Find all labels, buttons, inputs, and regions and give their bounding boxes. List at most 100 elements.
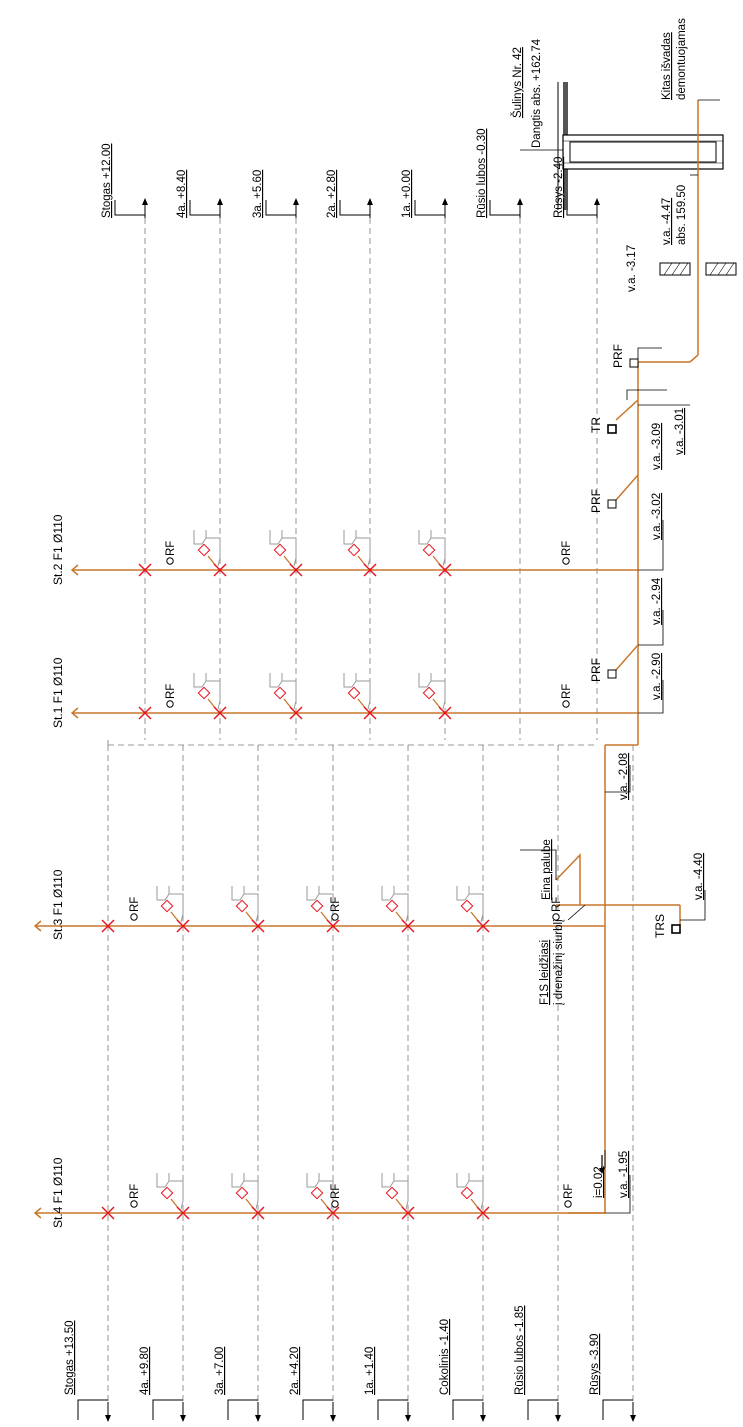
fixture-trap [422, 686, 436, 700]
level-marker [152, 1399, 183, 1420]
invert-tr-1: v.a. -3.09 [651, 423, 663, 470]
fixture-outlet [231, 886, 245, 901]
bottom-level-label: Cokolinis -1.40 [439, 1319, 451, 1395]
rf-circle [166, 700, 174, 708]
rf-label: RF [330, 1184, 342, 1199]
bottom-level-label: Stogas +13.50 [64, 1321, 76, 1396]
fixture-trap [460, 1186, 474, 1200]
rf-circle [552, 913, 560, 921]
fixture-trap [197, 543, 211, 557]
bottom-level-label: 3a. +7.00 [214, 1347, 226, 1395]
fixture-trap [460, 899, 474, 913]
fixture-outlet [456, 1173, 470, 1188]
prf-fixture-1: PRF [611, 344, 639, 368]
rf-label: RF [551, 897, 563, 912]
vent-arrow [33, 1207, 42, 1219]
level-marker [602, 1399, 633, 1420]
rf-label: RF [330, 897, 342, 912]
rf-circle [564, 1200, 572, 1208]
top-level-label: Stogas +12.00 [101, 144, 113, 219]
top-level-label: 3a. +5.60 [252, 170, 264, 218]
stack-st2-label: St.2 F1 Ø110 [51, 514, 65, 585]
fixture-trap [347, 686, 361, 700]
level-marker [489, 200, 520, 216]
stack-st3-label: St.3 F1 Ø110 [51, 869, 65, 940]
svg-text:PRF: PRF [611, 344, 625, 368]
well-lid: Dangtis abs. +162.74 [531, 38, 543, 148]
fixture-trap [310, 1186, 324, 1200]
fixture-outlet [456, 886, 470, 901]
top-level-label: 4a. +8.40 [176, 170, 188, 218]
stack-st4-label: St.4 F1 Ø110 [51, 1157, 65, 1228]
well-abs: abs. 159.50 [676, 185, 688, 245]
level-marker [77, 1399, 108, 1420]
invert-trs: v.a. -4.40 [693, 853, 705, 900]
invert-st3: v.a. -2.08 [618, 753, 630, 800]
level-marker [227, 1399, 258, 1420]
invert-prf2: v.a. -2.94 [651, 577, 663, 625]
well-name: Šulinys Nr. 42 [511, 47, 524, 118]
fixture-outlet [156, 886, 170, 901]
rf-circle [331, 1200, 339, 1208]
fixture-trap [160, 899, 174, 913]
level-marker [302, 1399, 333, 1420]
rf-label: RF [165, 541, 177, 556]
special-fixtures: PRF TR PRF PRF TRS [589, 344, 681, 938]
labels: Stogas +12.00 4a. +8.40 3a. +5.60 2a. +2.80… [64, 129, 601, 1396]
fixture-trap [347, 543, 361, 557]
bottom-level-label: Rūsys -3.90 [589, 1334, 601, 1395]
rf-label: RF [561, 541, 573, 556]
fixture-trap [273, 686, 287, 700]
level-marker [189, 200, 220, 216]
rf-label: RF [165, 684, 177, 699]
vent-arrow [70, 564, 79, 576]
tr-fixture: TR [589, 417, 617, 434]
prf-fixture-2: PRF [589, 489, 617, 513]
rf-circle [562, 700, 570, 708]
level-marker [527, 1399, 558, 1420]
fixture-outlet [418, 673, 432, 688]
stack-st1-label: St.1 F1 Ø110 [51, 657, 65, 728]
bottom-level-label: 1a. +1.40 [364, 1347, 376, 1395]
fixture-outlet [269, 530, 283, 545]
note-eina-palube: Eina palube [541, 839, 553, 900]
rf-circle [331, 913, 339, 921]
level-marker [377, 1399, 408, 1420]
rf-label: RF [561, 684, 573, 699]
bottom-level-label: 4a. +9.80 [139, 1347, 151, 1395]
fixture-outlet [381, 1173, 395, 1188]
note-f1s-2: į drenažinį siurblį [553, 919, 565, 1005]
well-va: v.a. -4.47 [661, 198, 673, 245]
cleanout-markers: RF RF RF RF RF RF RF RF RF RF [129, 541, 575, 1208]
rf-circle [562, 557, 570, 565]
top-level-label: Rūsio lubos -0.30 [476, 129, 488, 219]
bottom-level-label: 2a. +4.20 [289, 1347, 301, 1395]
fixture-outlet [193, 673, 207, 688]
fixture-outlet [381, 886, 395, 901]
rf-circle [166, 557, 174, 565]
rf-label: RF [129, 1184, 141, 1199]
note-f1s-1: F1S leidžiasi [539, 940, 551, 1005]
fixture-trap [235, 1186, 249, 1200]
invert-elevation-markers [520, 347, 706, 1214]
invert-st2: v.a. -3.02 [651, 493, 663, 540]
level-marker [452, 1399, 483, 1420]
fixture-trap [235, 899, 249, 913]
top-level-label: 1a. +0.00 [401, 170, 413, 218]
fixture-outlet [193, 530, 207, 545]
fixture-outlet [306, 1173, 320, 1188]
fixture-outlet [343, 673, 357, 688]
floor-level-lines [107, 218, 634, 1415]
rf-label: RF [129, 897, 141, 912]
svg-text:TRS: TRS [653, 914, 667, 938]
bottom-level-label: Rūsio lubos -1.85 [514, 1306, 526, 1396]
rf-circle [130, 913, 138, 921]
level-marker [265, 200, 296, 216]
fixture-connections [156, 530, 484, 1210]
drain-pipes [33, 361, 690, 1219]
fixture-outlet [156, 1173, 170, 1188]
fixture-trap [197, 686, 211, 700]
trs-fixture: TRS [653, 914, 681, 938]
fixture-trap [273, 543, 287, 557]
